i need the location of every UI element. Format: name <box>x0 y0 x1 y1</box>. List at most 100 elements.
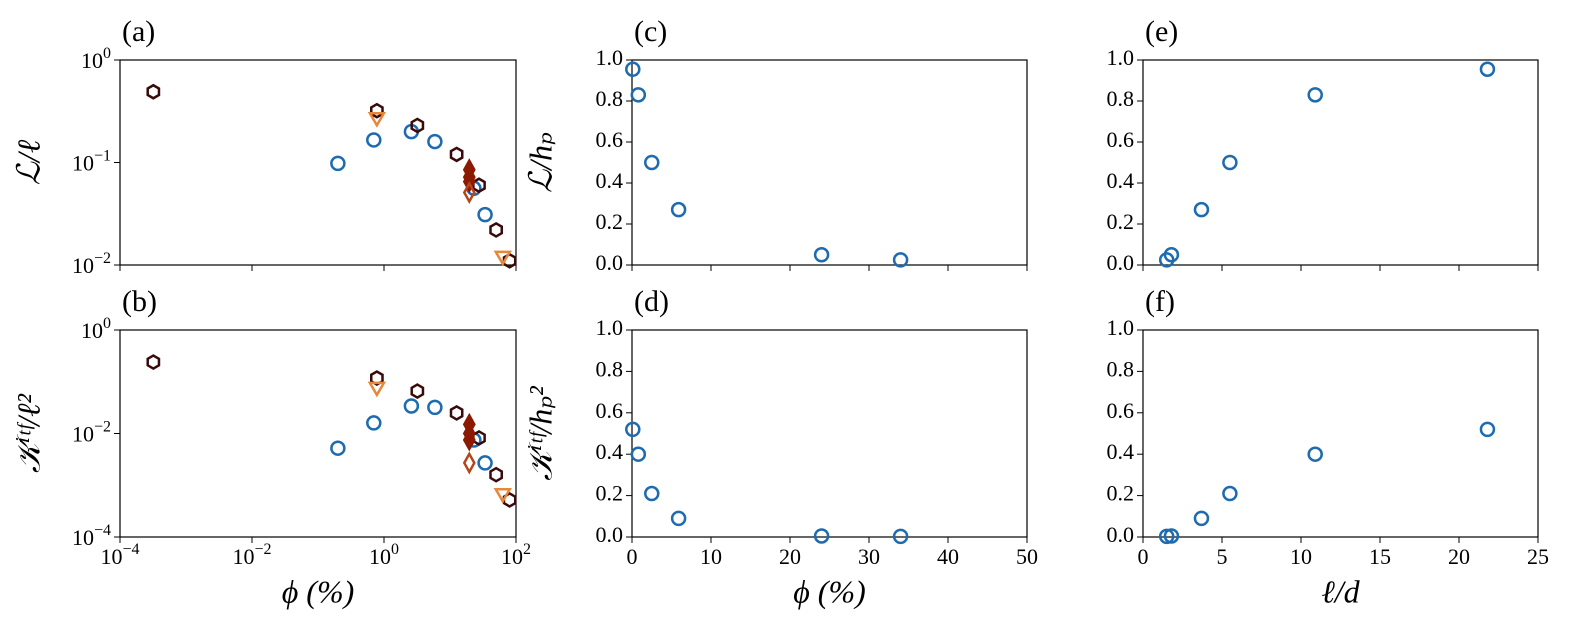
point <box>1158 528 1175 545</box>
y-tick-label: 10−4 <box>72 522 111 550</box>
x-tick-label: 50 <box>1016 544 1038 569</box>
y-tick-label: 10−2 <box>72 418 111 446</box>
point <box>489 466 504 483</box>
y-tick-label: 1.0 <box>1107 315 1135 340</box>
point <box>1307 446 1323 462</box>
point <box>146 354 161 371</box>
y-tick-label: 1.0 <box>1107 45 1135 70</box>
x-axis-label: ϕ (%) <box>282 573 355 609</box>
point <box>670 510 687 527</box>
y-tick-label: 0.4 <box>596 168 624 193</box>
y-tick-label: 0.0 <box>1107 522 1135 547</box>
y-tick-label: 1.0 <box>596 45 624 70</box>
x-tick-label: 25 <box>1527 544 1549 569</box>
x-tick-label: 15 <box>1369 544 1391 569</box>
panel-label: (a) <box>122 15 155 48</box>
point <box>462 180 476 205</box>
plot-frame <box>1142 329 1539 538</box>
point <box>410 383 425 400</box>
x-tick-label: 0 <box>1138 544 1149 569</box>
point <box>625 421 641 438</box>
point <box>493 488 512 504</box>
point <box>330 440 346 456</box>
panel-label: (e) <box>1145 15 1178 48</box>
y-tick-label: 0.6 <box>1107 398 1135 423</box>
plot-frame <box>631 59 1028 266</box>
x-tick-label: 20 <box>1448 544 1470 569</box>
point <box>1479 421 1496 438</box>
point <box>813 528 830 544</box>
x-tick-label: 10−4 <box>100 541 139 569</box>
point <box>369 370 384 386</box>
y-axis-label: 𝒦ⁱᵗᶠ/ℓ² <box>10 393 46 473</box>
y-tick-label: 0.6 <box>596 398 624 423</box>
plot-frame <box>631 329 1028 538</box>
point <box>892 252 909 268</box>
x-tick-label: 5 <box>1217 544 1228 569</box>
point <box>367 112 387 128</box>
y-tick-label: 0.8 <box>1107 86 1135 111</box>
y-tick-label: 0.6 <box>1107 127 1135 152</box>
point <box>644 485 660 502</box>
y-tick-label: 0.2 <box>1107 481 1135 506</box>
y-axis-label: 𝒦ⁱᵗᶠ/hₚ² <box>522 385 558 481</box>
y-tick-label: 10−2 <box>72 250 111 278</box>
point <box>1222 154 1238 171</box>
point <box>1479 61 1496 77</box>
point <box>625 61 641 77</box>
point <box>146 83 161 100</box>
point <box>462 428 476 452</box>
y-tick-label: 0.0 <box>596 522 624 547</box>
point <box>366 132 382 148</box>
point <box>489 221 504 238</box>
plot-frame <box>119 329 517 538</box>
panel-label: (f) <box>1145 285 1175 318</box>
panel-label: (d) <box>634 285 669 318</box>
point <box>477 206 493 223</box>
y-tick-label: 0.8 <box>1107 356 1135 381</box>
point <box>892 528 909 545</box>
y-tick-label: 0.6 <box>596 127 624 152</box>
plot-frame <box>1142 59 1539 266</box>
point <box>1193 510 1210 527</box>
point <box>403 398 420 414</box>
y-tick-label: 0.2 <box>1107 209 1135 234</box>
point <box>367 381 387 398</box>
x-tick-label: 40 <box>937 544 959 569</box>
x-tick-label: 10 <box>700 544 722 569</box>
y-tick-label: 0.2 <box>596 209 624 234</box>
y-tick-label: 100 <box>81 45 111 73</box>
plot-frame <box>119 59 517 266</box>
y-tick-label: 0.4 <box>1107 439 1135 464</box>
point <box>1193 201 1210 218</box>
y-tick-label: 0.0 <box>1107 250 1135 275</box>
point <box>366 415 382 431</box>
y-tick-label: 1.0 <box>596 315 624 340</box>
y-tick-label: 0.8 <box>596 86 624 111</box>
x-tick-label: 0 <box>627 544 638 569</box>
point <box>630 446 647 462</box>
point <box>813 247 830 263</box>
y-tick-label: 0.0 <box>596 250 624 275</box>
point <box>427 399 443 416</box>
x-axis-label: ℓ/d <box>1321 573 1360 609</box>
y-tick-label: 100 <box>81 315 111 343</box>
point <box>330 155 346 172</box>
y-tick-label: 0.8 <box>596 356 624 381</box>
point <box>670 201 687 218</box>
point <box>630 87 647 103</box>
point <box>493 250 512 267</box>
point <box>449 404 464 421</box>
point <box>449 146 464 163</box>
point <box>1222 485 1238 502</box>
y-axis-label: ℒ/hₚ <box>522 132 558 193</box>
point <box>502 252 517 269</box>
x-tick-label: 20 <box>779 544 801 569</box>
panel-label: (b) <box>122 285 157 318</box>
y-tick-label: 0.2 <box>596 481 624 506</box>
y-axis-label: ℒ/ℓ <box>10 139 46 185</box>
x-tick-label: 10−2 <box>232 541 271 569</box>
panel-label: (c) <box>634 15 667 48</box>
point <box>410 117 425 134</box>
